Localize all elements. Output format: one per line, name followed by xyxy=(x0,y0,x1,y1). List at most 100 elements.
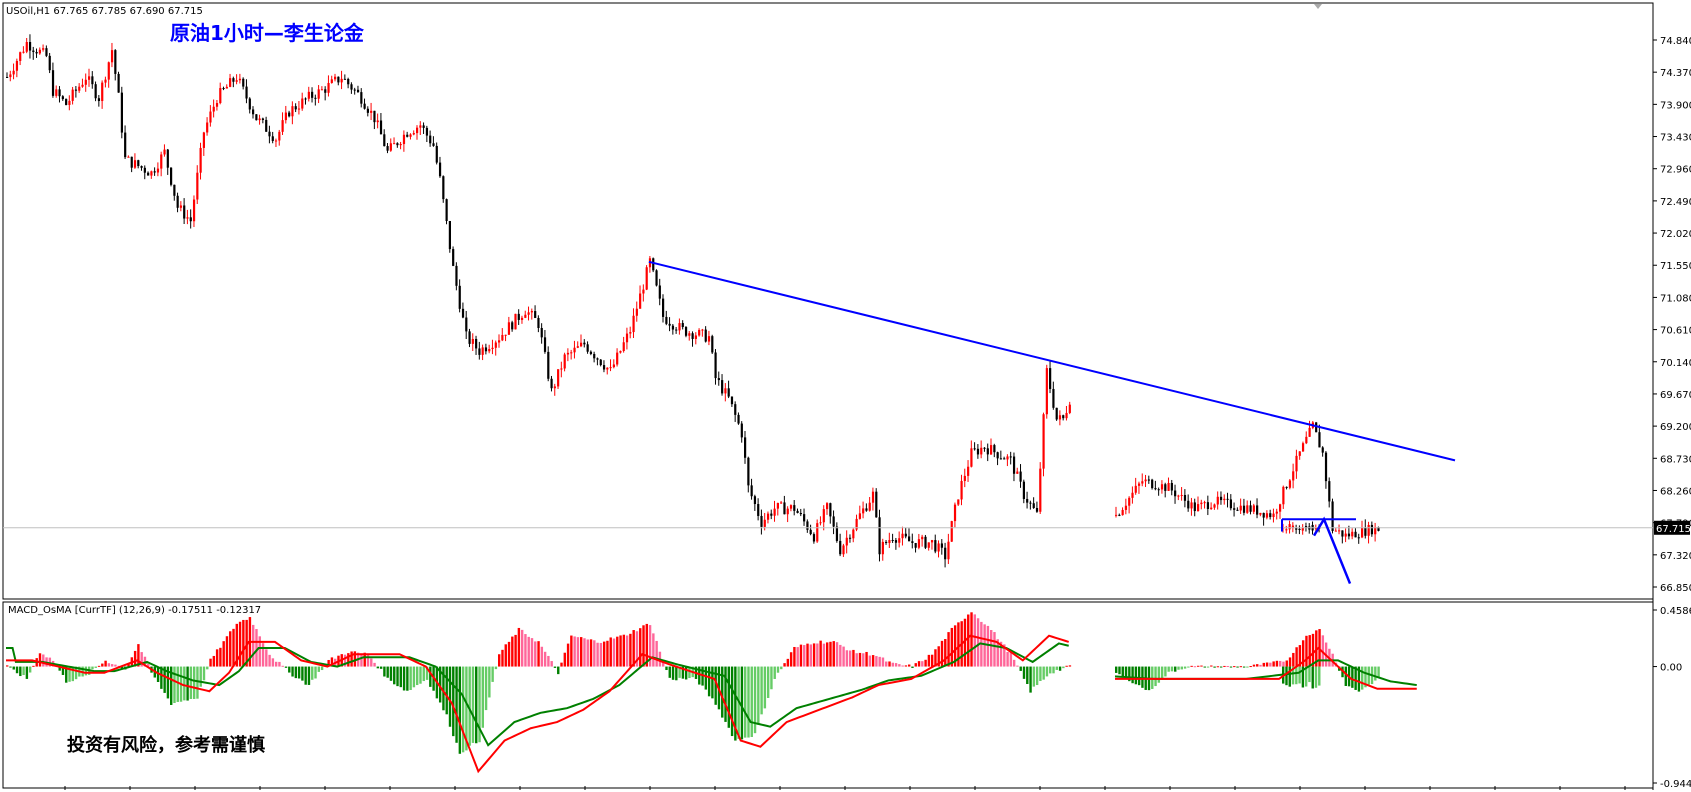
candle-body xyxy=(1026,499,1028,503)
histogram-bar xyxy=(183,667,185,701)
histogram-bar xyxy=(1138,667,1140,686)
candle-body xyxy=(446,199,448,221)
histogram-bar xyxy=(665,667,667,670)
candle-body xyxy=(190,217,192,221)
histogram-bar xyxy=(616,637,618,667)
histogram-bar xyxy=(291,667,293,677)
histogram-bar xyxy=(1263,663,1265,667)
candle-body xyxy=(1295,528,1297,530)
histogram-bar xyxy=(856,653,858,666)
candle-body xyxy=(1148,480,1150,481)
candle-body xyxy=(888,540,890,543)
histogram-bar xyxy=(1285,667,1287,686)
candle-body xyxy=(308,92,310,99)
candle-body xyxy=(1299,451,1301,455)
histogram-bar xyxy=(1249,666,1251,667)
candle-body xyxy=(1236,510,1238,511)
price-tick-label: 67.320 xyxy=(1660,551,1691,562)
candle-body xyxy=(760,516,762,527)
candle-body xyxy=(557,369,559,386)
candle-body xyxy=(1164,484,1166,491)
histogram-bar xyxy=(826,642,828,666)
candle-body xyxy=(32,51,34,52)
candle-body xyxy=(790,505,792,509)
candle-body xyxy=(583,343,585,345)
candle-body xyxy=(1016,472,1018,474)
candle-body xyxy=(977,449,979,455)
candle-body xyxy=(1190,502,1192,508)
candle-body xyxy=(200,148,202,173)
histogram-bar xyxy=(1246,667,1248,668)
histogram-bar xyxy=(987,626,989,667)
candle-body xyxy=(1279,504,1281,511)
candle-body xyxy=(416,128,418,133)
candle-body xyxy=(1318,432,1320,447)
candle-body xyxy=(596,358,598,359)
candle-body xyxy=(252,109,254,114)
candle-body xyxy=(170,168,172,185)
candle-body xyxy=(915,543,917,548)
candle-body xyxy=(741,424,743,438)
candle-body xyxy=(232,78,234,82)
candle-body xyxy=(455,266,457,286)
candle-body xyxy=(370,111,372,113)
histogram-bar xyxy=(1272,661,1274,666)
histogram-bar xyxy=(819,641,821,667)
candle-body xyxy=(1354,532,1356,538)
histogram-bar xyxy=(823,644,825,667)
candle-body xyxy=(1184,495,1186,501)
candle-body xyxy=(708,336,710,341)
candle-body xyxy=(921,537,923,539)
histogram-bar xyxy=(970,612,972,666)
histogram-bar xyxy=(360,653,362,666)
candle-body xyxy=(1298,529,1300,530)
candle-body xyxy=(829,503,831,516)
histogram-bar xyxy=(613,639,615,667)
candle-body xyxy=(780,502,782,503)
histogram-bar xyxy=(711,667,713,699)
histogram-bar xyxy=(482,667,484,728)
candle-body xyxy=(862,508,864,513)
candle-body xyxy=(964,476,966,481)
candle-body xyxy=(465,318,467,332)
candle-body xyxy=(367,109,369,113)
candle-body xyxy=(1181,495,1183,496)
candle-body xyxy=(1309,428,1311,437)
candle-body xyxy=(842,545,844,554)
histogram-bar xyxy=(570,636,572,667)
price-tick-label: 70.140 xyxy=(1660,358,1691,369)
histogram-bar xyxy=(944,639,946,667)
candle-body xyxy=(1233,508,1235,510)
histogram-bar xyxy=(1312,667,1314,689)
candle-body xyxy=(800,513,802,514)
histogram-bar xyxy=(1125,667,1127,678)
candle-body xyxy=(1138,484,1140,486)
candle-body xyxy=(1128,498,1130,506)
histogram-bar xyxy=(524,634,526,667)
histogram-bar xyxy=(1253,665,1255,667)
candle-body xyxy=(72,90,74,101)
candle-body xyxy=(803,514,805,521)
candle-body xyxy=(577,346,579,347)
candle-body xyxy=(183,205,185,218)
histogram-bar xyxy=(1016,666,1018,667)
candle-body xyxy=(744,437,746,457)
histogram-bar xyxy=(783,663,785,666)
histogram-bar xyxy=(1309,635,1311,666)
candle-body xyxy=(491,348,493,349)
histogram-bar xyxy=(901,665,903,666)
histogram-bar xyxy=(741,667,743,740)
candle-body xyxy=(698,330,700,336)
candle-body xyxy=(646,267,648,289)
histogram-bar xyxy=(577,637,579,666)
candle-body xyxy=(528,312,530,314)
candle-body xyxy=(669,324,671,326)
candle-body xyxy=(872,492,874,503)
histogram-bar xyxy=(852,650,854,667)
candle-body xyxy=(1285,529,1287,530)
histogram-bar xyxy=(1295,647,1297,666)
candle-body xyxy=(826,503,828,509)
histogram-bar xyxy=(898,664,900,666)
candle-body xyxy=(114,50,116,74)
